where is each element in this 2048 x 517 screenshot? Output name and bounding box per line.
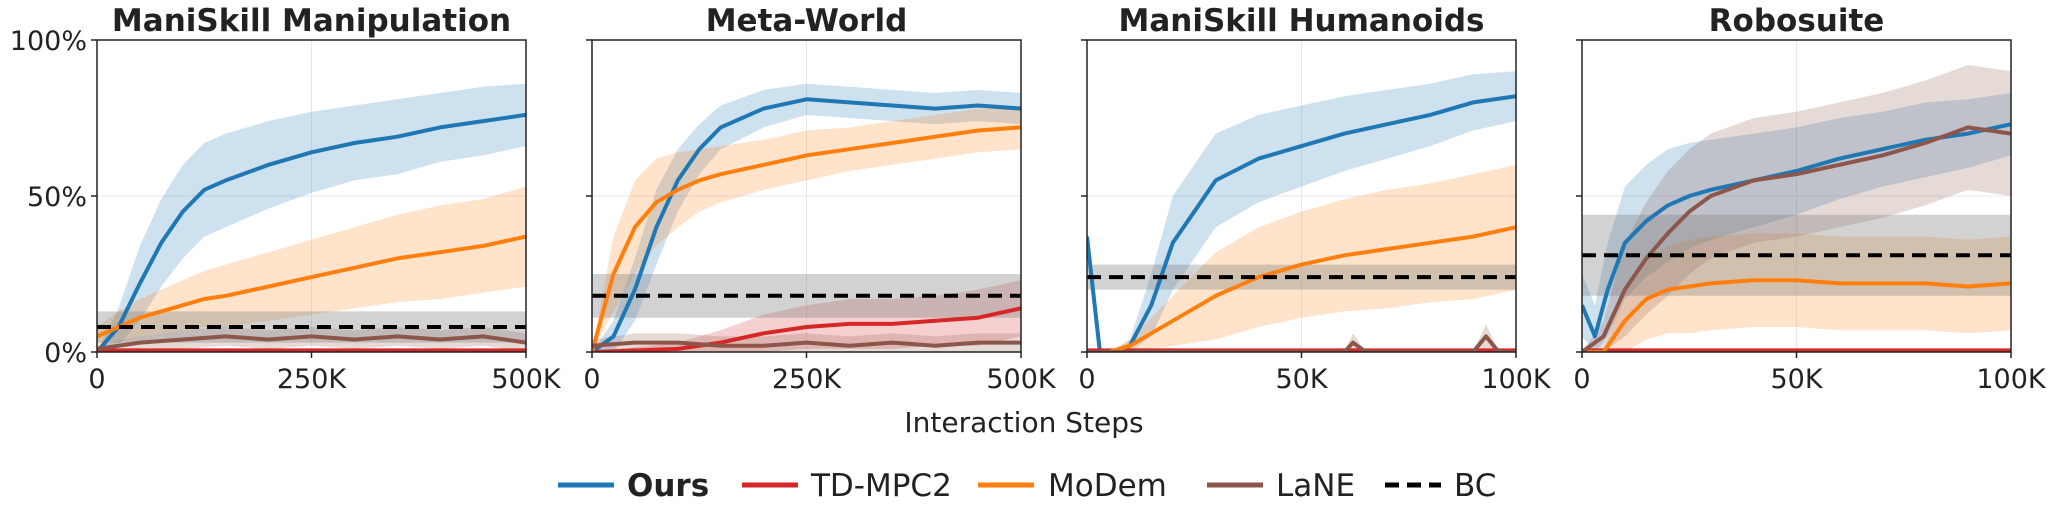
band-modem — [1582, 233, 2011, 352]
legend-label-lane: LaNE — [1276, 468, 1355, 504]
legend: Ours TD-MPC2 MoDem LaNE BC — [558, 468, 1496, 504]
y-tick-label: 100% — [10, 26, 87, 57]
legend-entry-lane: LaNE — [1207, 468, 1355, 504]
band-lane — [97, 327, 526, 352]
band-bc — [592, 274, 1021, 318]
x-tick-label: 50K — [1770, 364, 1823, 395]
y-tick-label: 0% — [44, 338, 87, 369]
x-tick-label: 500K — [491, 364, 562, 395]
plot-series — [592, 83, 1021, 352]
x-axis-label: Interaction Steps — [904, 406, 1143, 439]
band-ours — [1582, 93, 2011, 352]
line-lane — [97, 334, 526, 351]
line-modem — [97, 234, 526, 339]
legend-label-modem: MoDem — [1048, 468, 1167, 504]
panel-maniskill-humanoids: 0 50K 100K ManiSkill Humanoids — [1078, 3, 1552, 395]
panel-title: Robosuite — [1709, 3, 1885, 39]
legend-entry-td-mpc2: TD-MPC2 — [742, 468, 952, 504]
line-modem — [1087, 225, 1516, 352]
band-modem — [1087, 164, 1516, 352]
panel-title: ManiSkill Manipulation — [112, 3, 511, 39]
line-lane — [1582, 125, 2011, 352]
x-tick-label: 250K — [277, 364, 348, 395]
plot-series — [1087, 71, 1516, 352]
x-tick-label: 0 — [583, 364, 600, 395]
plot-series — [1582, 65, 2011, 352]
panel-meta-world: 0 250K 500K Meta-World — [583, 3, 1057, 395]
band-lane — [1582, 65, 2011, 352]
line-lane — [592, 340, 1021, 348]
band-bc — [1582, 214, 2011, 296]
x-tick-label: 100K — [1976, 364, 2047, 395]
plot-series — [97, 83, 526, 352]
x-tick-label: 100K — [1481, 364, 1552, 395]
panel-title: Meta-World — [706, 3, 908, 39]
legend-entry-bc: BC — [1385, 468, 1496, 504]
band-td-mpc2 — [592, 280, 1021, 352]
x-tick-label: 0 — [1573, 364, 1590, 395]
band-ours — [97, 83, 526, 352]
x-tick-label: 50K — [1275, 364, 1328, 395]
line-ours — [97, 112, 526, 352]
line-modem — [1582, 278, 2011, 352]
band-modem — [592, 105, 1021, 352]
legend-label-td-mpc2: TD-MPC2 — [810, 468, 952, 504]
panel-robosuite: 0 50K 100K Robosuite — [1573, 3, 2047, 395]
panel-maniskill-manipulation: 0 250K 500K 0% 50% 100% ManiSkill Manipulation — [10, 3, 562, 395]
legend-label-bc: BC — [1454, 468, 1496, 504]
x-tick-label: 0 — [88, 364, 105, 395]
x-tick-label: 250K — [772, 364, 843, 395]
line-lane — [1087, 334, 1516, 352]
band-modem — [97, 186, 526, 346]
band-ours — [1087, 71, 1516, 352]
chart-panels: 0 250K 500K 0% 50% 100% ManiSkill Manipulation… — [10, 3, 2047, 395]
band-bc — [97, 311, 526, 343]
line-modem — [592, 125, 1021, 352]
band-bc — [1087, 264, 1516, 290]
line-ours — [1582, 122, 2011, 339]
x-tick-label: 500K — [986, 364, 1057, 395]
legend-entry-ours: Ours — [558, 468, 709, 504]
legend-label-ours: Ours — [627, 468, 709, 504]
y-tick-label: 50% — [27, 182, 87, 213]
x-tick-label: 0 — [1078, 364, 1095, 395]
legend-entry-modem: MoDem — [978, 468, 1167, 504]
panel-title: ManiSkill Humanoids — [1119, 3, 1485, 39]
line-ours — [592, 97, 1021, 352]
